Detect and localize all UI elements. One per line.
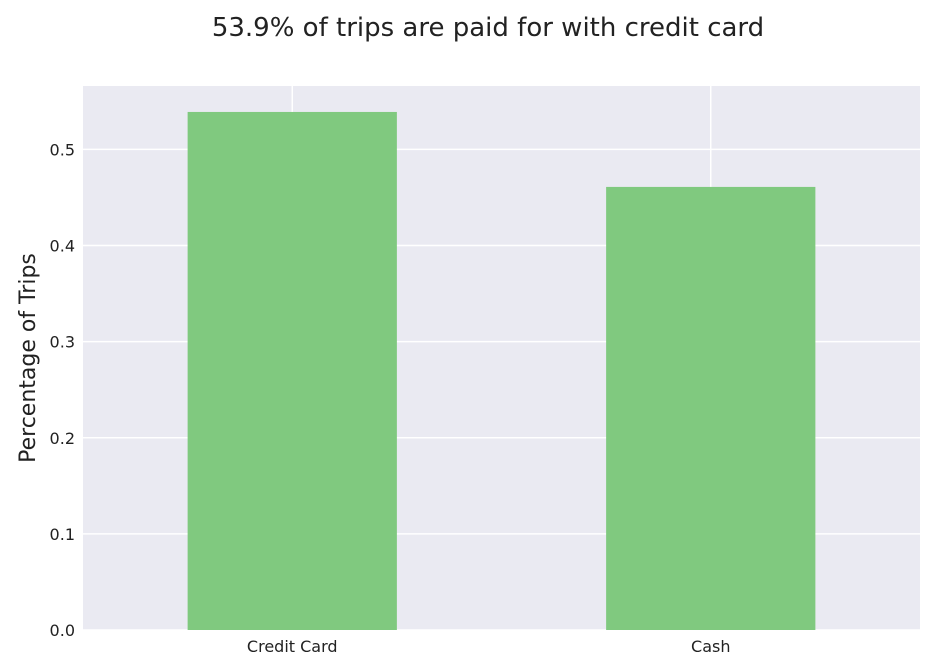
- bar-credit-card: [187, 111, 397, 630]
- y-tick-label: 0.1: [50, 525, 75, 544]
- bar-cash: [606, 186, 816, 630]
- y-tick-label: 0.0: [50, 621, 75, 640]
- y-tick-label: 0.2: [50, 429, 75, 448]
- bars: [187, 111, 816, 630]
- x-tick-label: Cash: [691, 637, 730, 656]
- y-tick-label: 0.3: [50, 333, 75, 352]
- y-axis-ticks: 0.0 0.1 0.2 0.3 0.4 0.5: [50, 140, 75, 640]
- y-axis-label: Percentage of Trips: [16, 253, 41, 463]
- chart-title: 53.9% of trips are paid for with credit …: [212, 13, 764, 43]
- x-tick-label: Credit Card: [247, 637, 338, 656]
- y-tick-label: 0.4: [50, 237, 75, 256]
- x-axis-ticks: Credit Card Cash: [247, 637, 731, 656]
- y-tick-label: 0.5: [50, 140, 75, 159]
